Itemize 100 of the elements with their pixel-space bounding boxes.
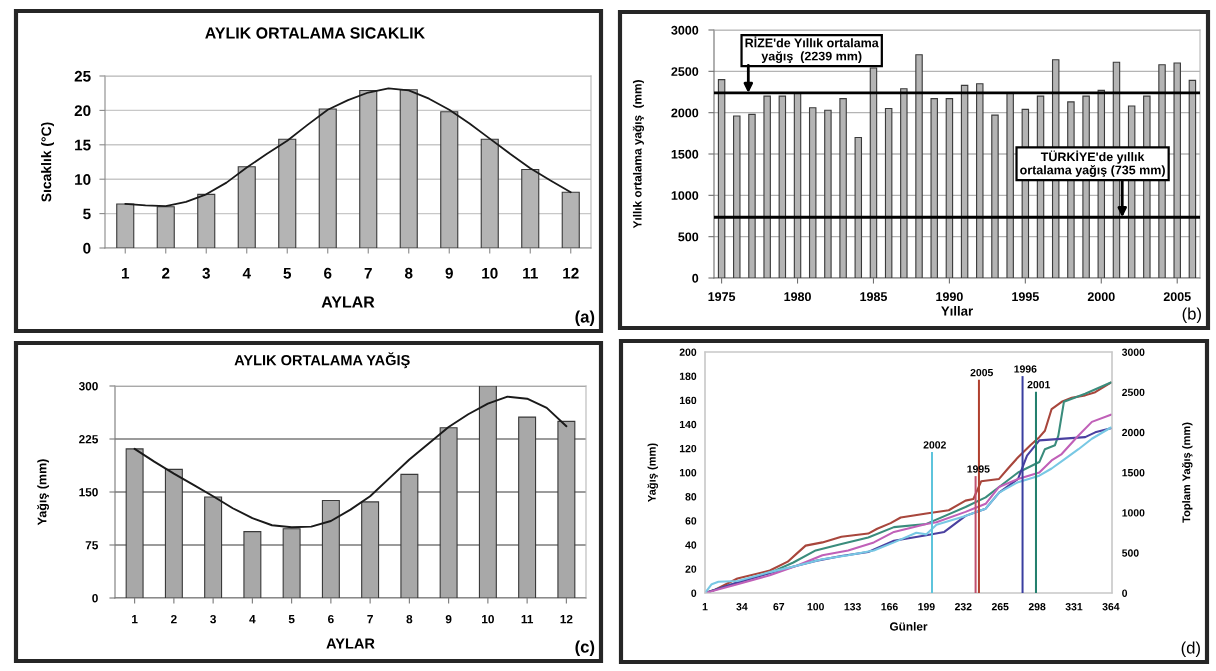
bar: [480, 138, 499, 248]
x-tick-label: 298: [1028, 603, 1046, 611]
y-axis-title: Sıcaklık (°C): [41, 122, 54, 202]
x-tick-label: 166: [881, 603, 898, 611]
x-tick-label: 4: [242, 268, 251, 279]
x-tick-label: 100: [807, 603, 824, 611]
y2-tick-label: 0: [1122, 589, 1128, 597]
text: (b): [1182, 307, 1201, 323]
y-tick-label: 20: [74, 105, 91, 117]
x-tick-label: 7: [367, 615, 373, 624]
x-tick-label: 4: [249, 615, 256, 624]
bar: [204, 496, 223, 598]
bar: [282, 528, 301, 598]
y-tick-label: 40: [685, 541, 697, 549]
y-tick-label: 0: [83, 242, 91, 254]
y-tick-label: 3000: [671, 25, 699, 35]
x-tick-label: 67: [773, 603, 785, 611]
x-tick-label: 9: [445, 614, 452, 624]
x-tick-label: 3: [202, 267, 210, 279]
x-axis-title: Günler: [889, 622, 928, 631]
x-tick-label: 12: [563, 267, 579, 279]
x-tick-label: 10: [482, 614, 494, 624]
y-axis-title: Yıllık ortalama yağış (mm): [632, 80, 644, 229]
text: (d): [1181, 641, 1200, 657]
y-tick-label: 200: [679, 348, 697, 356]
y2-tick-label: 500: [1122, 549, 1139, 557]
bar: [359, 89, 378, 248]
x-tick-label: 199: [918, 603, 935, 611]
y-tick-label: 160: [679, 396, 697, 405]
x-axis-title: AYLAR: [326, 638, 375, 649]
y2-tick-label: 2000: [1122, 428, 1145, 437]
text: (c): [575, 640, 595, 656]
series-label: 1996: [1014, 365, 1037, 373]
x-tick-label: 232: [954, 603, 972, 611]
y-tick-label: 10: [75, 174, 91, 185]
bar: [156, 206, 175, 248]
bar: [318, 108, 337, 248]
y-axis-title: Yağış (mm): [647, 443, 658, 502]
bar: [561, 191, 580, 248]
x-tick-label: 2000: [1087, 292, 1115, 302]
y-tick-label: 0: [92, 594, 98, 603]
chart-title: AYLIK ORTALAMA YAĞIŞ: [234, 352, 410, 369]
x-tick-label: 9: [445, 267, 453, 279]
x-axis-title: Yıllar: [941, 306, 973, 316]
x-tick-label: 8: [406, 614, 413, 624]
x-tick-label: 10: [482, 267, 498, 279]
x-tick-label: 11: [523, 268, 538, 279]
y2-tick-label: 1500: [1122, 469, 1145, 477]
ref-line-label: TÜRKİYE'de yıllık ortalama yağış (735 mm): [1020, 150, 1165, 177]
y-tick-label: 0: [692, 273, 699, 283]
x-tick-label: 2005: [1163, 292, 1191, 302]
x-tick-label: 1980: [784, 292, 811, 302]
y-tick-label: 60: [685, 517, 697, 525]
bar: [930, 452, 933, 593]
x-tick-label: 1975: [708, 292, 736, 302]
x-tick-label: 6: [328, 614, 334, 624]
y-tick-label: 100: [679, 469, 697, 477]
bar: [116, 203, 135, 248]
x-tick-label: 1: [132, 615, 138, 624]
bar: [125, 448, 144, 598]
series-label: 2001: [1027, 380, 1051, 389]
y-tick-label: 20: [685, 565, 697, 573]
bar: [1034, 391, 1037, 593]
y-tick-label: 2000: [671, 108, 699, 118]
bar: [197, 193, 216, 248]
x-tick-label: 5: [283, 268, 292, 279]
x-tick-label: 11: [521, 615, 534, 624]
y-tick-label: 5: [83, 208, 91, 220]
y-tick-label: 500: [678, 232, 699, 242]
x-tick-label: 6: [324, 267, 332, 279]
x-tick-label: 1990: [936, 292, 963, 302]
bar: [439, 427, 458, 598]
x-tick-label: 12: [560, 614, 573, 624]
bar: [518, 416, 537, 598]
y-tick-label: 180: [679, 372, 697, 380]
y-tick-label: 1000: [671, 191, 699, 200]
chart-title: AYLIK ORTALAMA SICAKLIK: [205, 27, 425, 39]
bar: [321, 499, 340, 598]
bar: [557, 420, 576, 598]
y-tick-label: 0: [691, 589, 697, 597]
text: (a): [575, 310, 595, 326]
y-tick-label: 1500: [671, 149, 699, 159]
x-tick-label: 1985: [860, 292, 888, 302]
series-label: 2002: [923, 441, 946, 449]
bar: [1021, 376, 1024, 593]
x-tick-label: 331: [1065, 603, 1083, 611]
x-tick-label: 1: [702, 603, 708, 611]
y2-tick-label: 3000: [1121, 348, 1145, 356]
x-tick-label: 2: [162, 267, 170, 279]
x-tick-label: 133: [844, 603, 861, 611]
x-tick-label: 34: [736, 603, 748, 611]
line-series: [133, 395, 568, 529]
x-axis-title: AYLAR: [321, 296, 375, 308]
y-tick-label: 120: [679, 444, 697, 453]
ref-line-label: RİZE'de Yıllık ortalama yağış (2239 mm): [745, 36, 879, 64]
y-tick-label: 225: [79, 435, 99, 444]
x-tick-label: 265: [991, 603, 1009, 611]
y-tick-label: 2500: [671, 67, 699, 76]
x-tick-label: 5: [288, 615, 295, 624]
y-tick-label: 25: [74, 70, 91, 82]
